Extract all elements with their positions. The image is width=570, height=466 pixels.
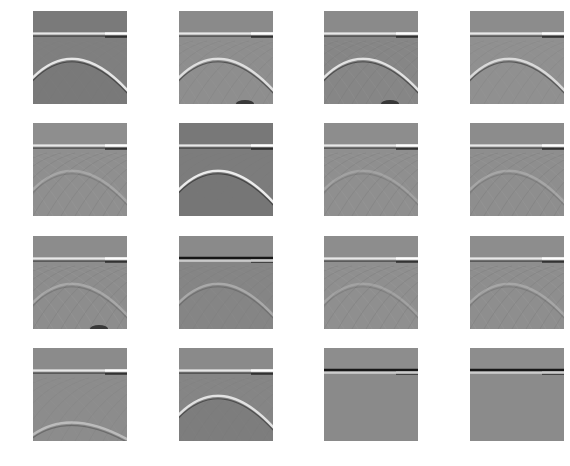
feature-map-panel-6 [179, 123, 273, 216]
feature-map-panel-12 [470, 236, 564, 329]
feature-map-panel-3 [324, 11, 418, 104]
feature-map-panel-13 [33, 348, 127, 441]
feature-map-panel-16 [470, 348, 564, 441]
feature-map-panel-9 [33, 236, 127, 329]
feature-map-panel-11 [324, 236, 418, 329]
feature-map-panel-10 [179, 236, 273, 329]
feature-map-panel-2 [179, 11, 273, 104]
feature-map-panel-8 [470, 123, 564, 216]
feature-map-panel-1 [33, 11, 127, 104]
feature-map-panel-15 [324, 348, 418, 441]
feature-map-panel-4 [470, 11, 564, 104]
feature-map-panel-5 [33, 123, 127, 216]
feature-map-panel-7 [324, 123, 418, 216]
feature-map-panel-14 [179, 348, 273, 441]
